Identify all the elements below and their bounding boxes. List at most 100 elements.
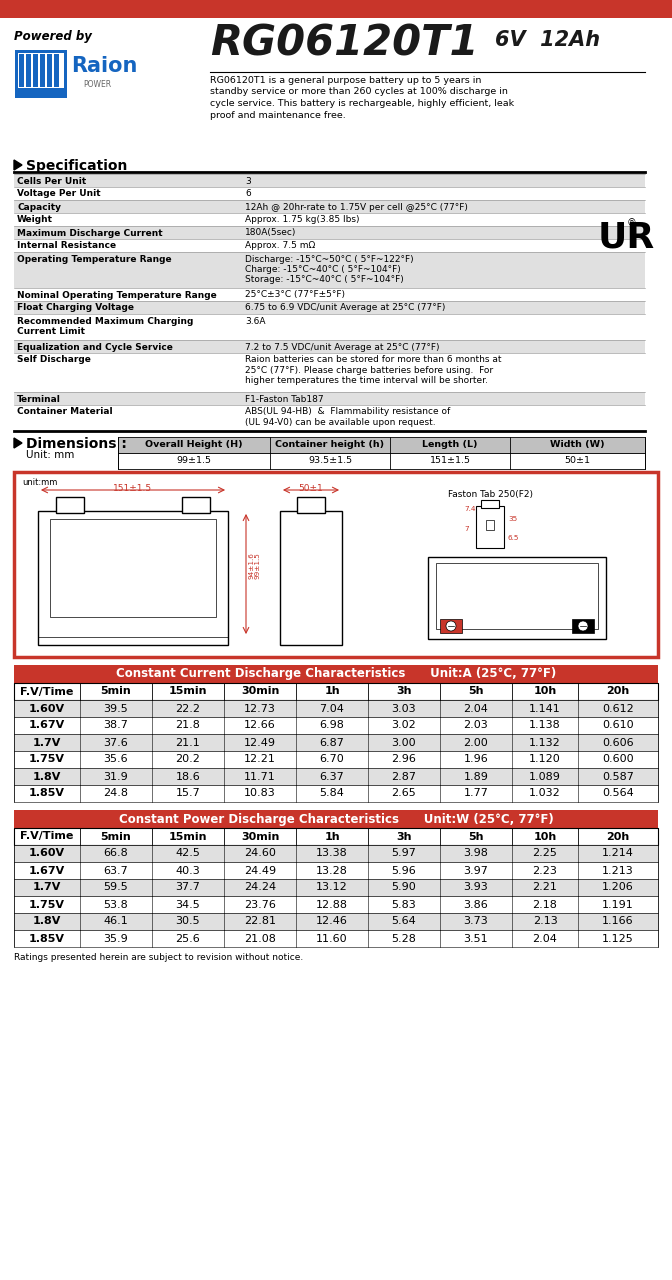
Bar	[14, 472, 658, 657]
Text: ®: ®	[627, 218, 637, 228]
Text: 0.564: 0.564	[602, 788, 634, 799]
Bar	[54, 54, 59, 87]
Bar	[14, 931, 658, 947]
Bar	[14, 879, 658, 896]
Bar	[19, 54, 24, 87]
Text: 24.24: 24.24	[244, 882, 276, 892]
Bar	[14, 404, 240, 431]
Text: Dimensions :: Dimensions :	[26, 436, 127, 451]
Text: 21.8: 21.8	[175, 721, 200, 731]
Text: proof and maintenance free.: proof and maintenance free.	[210, 110, 346, 119]
Text: 1.7V: 1.7V	[33, 882, 61, 892]
Text: 35.9: 35.9	[103, 933, 128, 943]
Text: 93.5±1.5: 93.5±1.5	[308, 456, 352, 465]
Text: 1.089: 1.089	[529, 772, 561, 782]
Text: 1.214: 1.214	[602, 849, 634, 859]
Bar	[14, 301, 240, 314]
Text: 25.6: 25.6	[175, 933, 200, 943]
Bar	[240, 239, 645, 252]
Text: 5h: 5h	[468, 832, 484, 841]
Bar	[14, 353, 240, 392]
Text: 25°C±3°C (77°F±5°F): 25°C±3°C (77°F±5°F)	[245, 291, 345, 300]
Bar	[572, 620, 594, 634]
Text: 0.606: 0.606	[602, 737, 634, 748]
Text: 99±1.5: 99±1.5	[254, 553, 260, 580]
Text: 6: 6	[245, 189, 251, 198]
Text: 151±1.5: 151±1.5	[429, 456, 470, 465]
Text: 180A(5sec): 180A(5sec)	[245, 229, 296, 238]
Text: 2.23: 2.23	[533, 865, 558, 876]
Text: 30.5: 30.5	[175, 916, 200, 927]
Text: 5.83: 5.83	[392, 900, 417, 910]
Bar	[14, 288, 240, 301]
Text: Ratings presented herein are subject to revision without notice.: Ratings presented herein are subject to …	[14, 954, 303, 963]
Bar	[240, 174, 645, 187]
Text: Capacity: Capacity	[17, 202, 61, 211]
Text: 2.18: 2.18	[533, 900, 558, 910]
Bar	[436, 563, 598, 628]
Text: 2.21: 2.21	[533, 882, 558, 892]
Text: 6V  12Ah: 6V 12Ah	[495, 29, 600, 50]
Text: Container Material: Container Material	[17, 407, 113, 416]
Text: 11.60: 11.60	[317, 933, 348, 943]
Bar	[118, 453, 645, 468]
Bar	[240, 404, 645, 431]
Text: Approx. 7.5 mΩ: Approx. 7.5 mΩ	[245, 242, 315, 251]
Text: 6.70: 6.70	[320, 754, 344, 764]
Text: 2.03: 2.03	[464, 721, 489, 731]
Bar	[14, 733, 658, 751]
Text: 20.2: 20.2	[175, 754, 200, 764]
Text: 3.73: 3.73	[464, 916, 489, 927]
Text: 12Ah @ 20hr-rate to 1.75V per cell @25°C (77°F): 12Ah @ 20hr-rate to 1.75V per cell @25°C…	[245, 202, 468, 211]
Text: 1.166: 1.166	[602, 916, 634, 927]
Bar	[14, 700, 658, 717]
Text: 21.1: 21.1	[175, 737, 200, 748]
Polygon shape	[14, 160, 22, 170]
Text: 1.75V: 1.75V	[29, 900, 65, 910]
Text: 1.60V: 1.60V	[29, 704, 65, 713]
Bar	[14, 340, 240, 353]
Text: 99±1.5: 99±1.5	[177, 456, 212, 465]
Text: 0.612: 0.612	[602, 704, 634, 713]
Text: 3.86: 3.86	[464, 900, 489, 910]
Bar	[18, 52, 64, 88]
Text: 5h: 5h	[468, 686, 484, 696]
Text: 1.60V: 1.60V	[29, 849, 65, 859]
Text: 7: 7	[464, 526, 468, 532]
Text: 5min: 5min	[101, 832, 131, 841]
Bar	[33, 54, 38, 87]
Text: 12.21: 12.21	[244, 754, 276, 764]
Text: 6.37: 6.37	[320, 772, 344, 782]
Text: 35.6: 35.6	[103, 754, 128, 764]
Text: 12.88: 12.88	[316, 900, 348, 910]
Text: Discharge: -15°C~50°C ( 5°F~122°F)
Charge: -15°C~40°C ( 5°F~104°F)
Storage: -15°: Discharge: -15°C~50°C ( 5°F~122°F) Charg…	[245, 255, 414, 284]
Text: RG06120T1 is a general purpose battery up to 5 years in: RG06120T1 is a general purpose battery u…	[210, 76, 481, 84]
Text: Recommended Maximum Charging
Current Limit: Recommended Maximum Charging Current Lim…	[17, 316, 194, 335]
Bar	[14, 845, 658, 861]
Text: 50±1: 50±1	[564, 456, 591, 465]
Text: UR: UR	[598, 220, 655, 253]
Text: F.V/Time: F.V/Time	[20, 686, 74, 696]
Text: 5.97: 5.97	[392, 849, 417, 859]
Text: 3.03: 3.03	[392, 704, 417, 713]
Bar	[240, 212, 645, 227]
Text: 0.600: 0.600	[602, 754, 634, 764]
Text: 7.4: 7.4	[464, 506, 476, 512]
Text: 7.04: 7.04	[320, 704, 345, 713]
Bar	[0, 18, 672, 157]
Text: 38.7: 38.7	[103, 721, 128, 731]
Bar	[15, 50, 67, 99]
Text: 42.5: 42.5	[175, 849, 200, 859]
Text: 66.8: 66.8	[103, 849, 128, 859]
Bar	[14, 227, 240, 239]
Text: 21.08: 21.08	[244, 933, 276, 943]
Text: 1h: 1h	[324, 832, 340, 841]
Text: Nominal Operating Temperature Range: Nominal Operating Temperature Range	[17, 291, 217, 300]
Text: 1.125: 1.125	[602, 933, 634, 943]
Text: 13.28: 13.28	[316, 865, 348, 876]
Text: Constant Power Discharge Characteristics      Unit:W (25°C, 77°F): Constant Power Discharge Characteristics…	[119, 813, 553, 826]
Text: 1.67V: 1.67V	[29, 865, 65, 876]
Bar	[14, 239, 240, 252]
Text: 31.9: 31.9	[103, 772, 128, 782]
Bar	[14, 913, 658, 931]
